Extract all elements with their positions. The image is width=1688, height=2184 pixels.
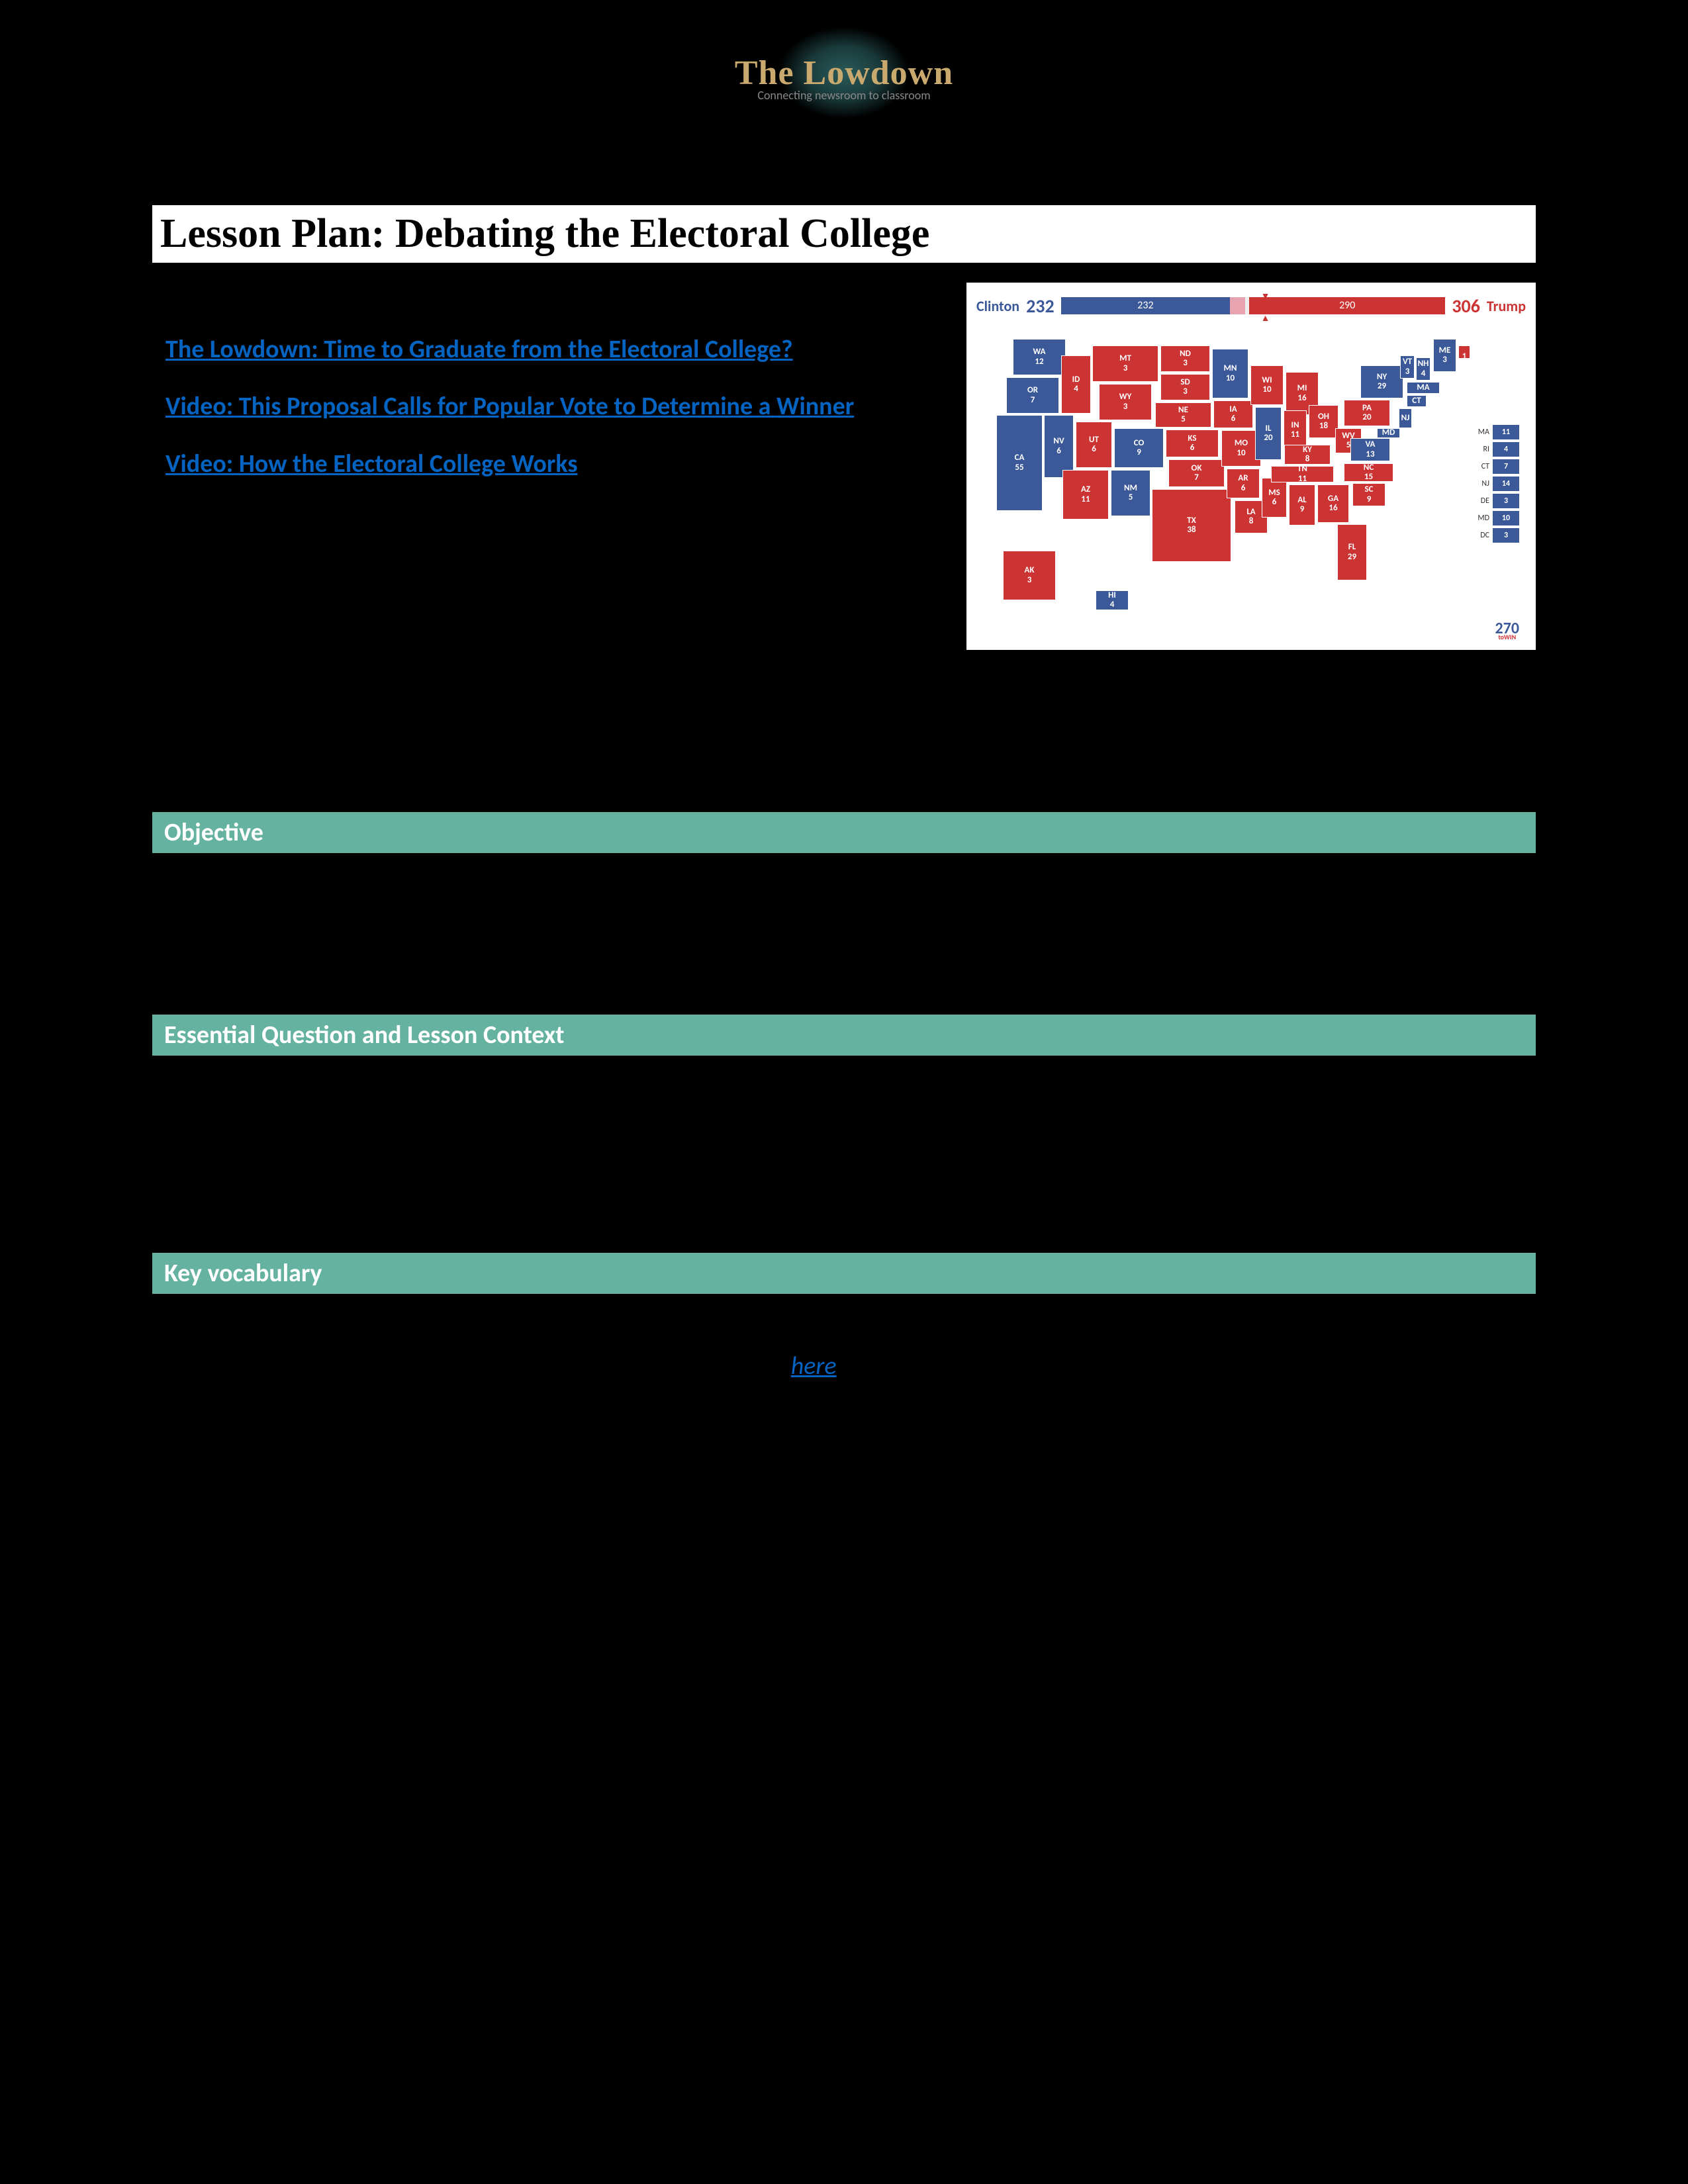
state-ID: ID4 (1061, 355, 1091, 414)
sidebox-DE: 3 (1493, 494, 1519, 508)
intro-paragraph: This Lowdown post addresses the apparent… (152, 673, 1536, 779)
state-CT: CT (1407, 395, 1427, 407)
state-VA: VA13 (1350, 438, 1390, 461)
logo-subtitle: Connecting newsroom to classroom (757, 88, 930, 103)
logo-270towin: 270toWIN (1495, 622, 1520, 640)
state-VT: VT3 (1400, 355, 1415, 379)
state-OK: OK7 (1168, 459, 1225, 487)
vocab-here-link[interactable]: here (791, 1351, 837, 1381)
section-question-header: Essential Question and Lesson Context (152, 1015, 1536, 1056)
state-AL: AL9 (1289, 484, 1315, 525)
sidebox-MA: 11 (1493, 425, 1519, 439)
sidebox-RI: 4 (1493, 442, 1519, 457)
state-box: 1 (1458, 345, 1470, 359)
state-MN: MN10 (1212, 349, 1248, 398)
header-logo: The Lowdown Connecting newsroom to class… (712, 13, 976, 132)
section-vocab-body: Pre-teach important vocabulary from the … (152, 1314, 1536, 1460)
sidebox-CT: 7 (1493, 459, 1519, 474)
state-ME: ME3 (1433, 339, 1456, 372)
sidebox-NJ: 14 (1493, 477, 1519, 491)
link-video-proposal[interactable]: Video: This Proposal Calls for Popular V… (152, 390, 940, 424)
state-NM: NM5 (1111, 470, 1150, 516)
state-ND: ND3 (1160, 345, 1210, 372)
state-NV: NV6 (1044, 415, 1074, 478)
state-TX: TX38 (1152, 489, 1231, 562)
state-NJ: NJ (1399, 408, 1412, 428)
logo-title: The Lowdown (735, 54, 953, 93)
link-lowdown-post[interactable]: The Lowdown: Time to Graduate from the E… (152, 333, 940, 367)
sidebox-DC: 3 (1493, 528, 1519, 543)
state-IA: IA6 (1213, 400, 1253, 428)
lowdown-posts-label: Lowdown Post(s): (152, 283, 940, 313)
candidate-trump: Trump (1487, 297, 1526, 315)
page-title: Lesson Plan: Debating the Electoral Coll… (152, 205, 1536, 263)
state-MS: MS6 (1262, 478, 1287, 518)
electoral-map: Clinton 232 ▼ 232 290 ▲ 306 Trump WA12OR… (966, 283, 1536, 650)
sidebox-MD: 10 (1493, 511, 1519, 525)
candidate-clinton: Clinton (976, 297, 1019, 315)
state-SC: SC9 (1352, 483, 1385, 506)
state-UT: UT6 (1076, 422, 1112, 468)
state-CO: CO9 (1114, 428, 1164, 468)
state-TN: TN11 (1271, 466, 1334, 482)
state-WA: WA12 (1013, 339, 1066, 375)
section-vocab-header: Key vocabulary (152, 1253, 1536, 1294)
link-video-how-works[interactable]: Video: How the Electoral College Works (152, 447, 940, 481)
vocab-bullet: • Electoral College (152, 1384, 1536, 1419)
state-AZ: AZ11 (1062, 470, 1109, 520)
state-AR: AR6 (1227, 469, 1260, 498)
state-MT: MT3 (1092, 345, 1158, 382)
section-objective-body: Students will discuss the advantages and… (152, 873, 1536, 979)
section-objective-header: Objective (152, 812, 1536, 853)
state-WY: WY3 (1099, 384, 1152, 420)
ev-progress-bar: ▼ 232 290 ▲ (1061, 297, 1446, 314)
state-OR: OR7 (1006, 377, 1059, 414)
score-clinton: 232 (1026, 295, 1055, 318)
state-OH: OH18 (1309, 405, 1338, 438)
state-MA: MA (1407, 382, 1440, 394)
state-CA: CA55 (996, 415, 1043, 511)
state-AK: AK3 (1003, 551, 1056, 600)
state-SD: SD3 (1160, 374, 1210, 400)
state-KY: KY8 (1284, 445, 1331, 465)
state-MD: MD (1377, 428, 1400, 438)
state-NE: NE5 (1155, 402, 1211, 428)
state-HI: HI4 (1096, 590, 1129, 610)
state-GA: GA16 (1317, 484, 1349, 523)
state-PA: PA20 (1344, 400, 1390, 426)
score-trump: 306 (1452, 295, 1480, 318)
state-NY: NY29 (1360, 365, 1403, 398)
state-KS: KS6 (1166, 430, 1219, 457)
state-FL: FL29 (1337, 524, 1367, 580)
state-IN: IN11 (1284, 410, 1307, 450)
state-NH: NH4 (1416, 357, 1430, 381)
vocab-bullet: • popular vote (152, 1424, 1536, 1459)
section-question-body: Essential question: How do we elect a pr… (152, 1075, 1536, 1216)
state-NC: NC15 (1344, 463, 1393, 482)
state-WI: WI10 (1250, 365, 1284, 405)
state-IL: IL20 (1255, 407, 1282, 460)
